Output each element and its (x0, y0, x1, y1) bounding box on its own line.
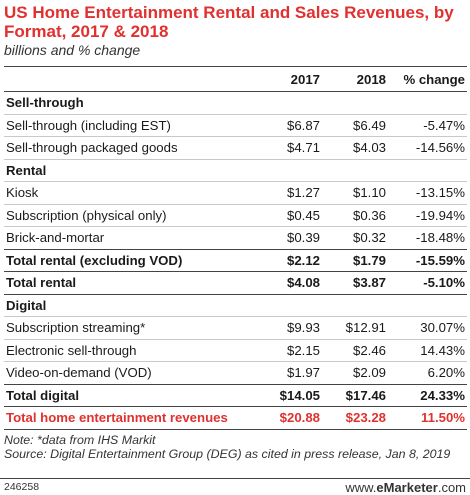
value-2017: $20.88 (279, 410, 320, 426)
table-header-row: 2017 2018 % change (4, 67, 467, 92)
value-2017: $2.12 (286, 252, 320, 268)
value-2018: $17.46 (345, 387, 386, 403)
table-row: Electronic sell-through $2.15 $2.46 14.43% (4, 340, 467, 362)
value-change: -18.48% (415, 230, 465, 246)
note-line: Note: *data from IHS Markit (4, 432, 156, 447)
table-row: Subscription (physical only) $0.45 $0.36 -1… (4, 205, 467, 227)
value-2017: $0.45 (286, 207, 320, 223)
value-change: 6.20% (427, 365, 465, 381)
value-change: -19.94% (415, 207, 465, 223)
row-label: Kiosk (6, 185, 39, 201)
row-label: Total home entertainment revenues (6, 410, 228, 426)
data-table: 2017 2018 % change Sell-through Sell-thro… (4, 66, 467, 430)
value-change: -15.59% (415, 252, 465, 268)
value-2018: $4.03 (352, 140, 386, 156)
value-2017: $2.15 (286, 342, 320, 358)
value-2018: $1.10 (352, 185, 386, 201)
row-label: Total rental (excluding VOD) (6, 252, 183, 268)
value-2018: $0.36 (352, 207, 386, 223)
row-label: Sell-through (including EST) (6, 117, 171, 133)
value-2018: $6.49 (352, 117, 386, 133)
table-total-row: Total rental $4.08 $3.87 -5.10% (4, 272, 467, 295)
value-change: -14.56% (415, 140, 465, 156)
brand-bold: eMarketer (376, 479, 438, 495)
row-label: Sell-through packaged goods (6, 140, 178, 156)
table-row: Subscription streaming* $9.93 $12.91 30.07% (4, 317, 467, 340)
row-label: Total rental (6, 275, 77, 291)
row-label: Subscription (physical only) (6, 207, 167, 223)
value-2017: $4.08 (286, 275, 320, 291)
chart-subtitle: billions and % change (4, 42, 141, 58)
section-label: Digital (6, 297, 47, 313)
grand-total-row: Total home entertainment revenues $20.88 $… (4, 407, 467, 430)
value-2017: $6.87 (286, 117, 320, 133)
header-2017: 2017 (290, 71, 320, 87)
value-2017: $4.71 (286, 140, 320, 156)
row-label: Electronic sell-through (6, 342, 137, 358)
section-label: Rental (6, 162, 47, 178)
value-2018: $0.32 (352, 230, 386, 246)
value-2017: $9.93 (286, 320, 320, 336)
chart-container: US Home Entertainment Rental and Sales R… (4, 3, 467, 461)
value-change: 30.07% (420, 320, 465, 336)
table-row: Video-on-demand (VOD) $1.97 $2.09 6.20% (4, 362, 467, 385)
value-2018: $1.79 (352, 252, 386, 268)
header-2018: 2018 (356, 71, 386, 87)
value-2017: $14.05 (279, 387, 320, 403)
row-label: Subscription streaming* (6, 320, 146, 336)
brand-logo: www.eMarketer.com (345, 480, 466, 495)
chart-title: US Home Entertainment Rental and Sales R… (4, 3, 454, 41)
value-2017: $1.27 (286, 185, 320, 201)
value-2017: $0.39 (286, 230, 320, 246)
table-total-row: Total rental (excluding VOD) $2.12 $1.79 -1… (4, 250, 467, 272)
value-change: 14.43% (420, 342, 465, 358)
section-header-row: Sell-through (4, 92, 467, 115)
section-header-row: Rental (4, 160, 467, 182)
table-total-row: Total digital $14.05 $17.46 24.33% (4, 385, 467, 407)
footer: 246258 www.eMarketer.com (0, 478, 470, 495)
value-2018: $23.28 (345, 410, 386, 426)
chart-id: 246258 (4, 481, 40, 493)
row-label: Brick-and-mortar (6, 230, 105, 246)
section-label: Sell-through (6, 95, 84, 111)
header-change: % change (403, 71, 465, 87)
row-label: Total digital (6, 387, 80, 403)
value-2018: $3.87 (352, 275, 386, 291)
row-label: Video-on-demand (VOD) (6, 365, 152, 381)
value-2017: $1.97 (286, 365, 320, 381)
table-row: Sell-through packaged goods $4.71 $4.03 -14… (4, 137, 467, 160)
brand-prefix: www. (345, 479, 377, 495)
value-change: 11.50% (421, 410, 465, 426)
table-row: Brick-and-mortar $0.39 $0.32 -18.48% (4, 227, 467, 250)
notes: Note: *data from IHS Markit Source: Digi… (4, 433, 467, 461)
brand-suffix: .com (437, 479, 466, 495)
value-2018: $2.46 (352, 342, 386, 358)
value-change: 24.33% (420, 387, 465, 403)
value-change: -5.10% (423, 275, 465, 291)
value-2018: $2.09 (352, 365, 386, 381)
value-change: -13.15% (415, 185, 465, 201)
section-header-row: Digital (4, 295, 467, 317)
source-line: Source: Digital Entertainment Group (DEG… (4, 446, 451, 461)
table-row: Kiosk $1.27 $1.10 -13.15% (4, 182, 467, 205)
value-change: -5.47% (423, 117, 465, 133)
value-2018: $12.91 (345, 320, 386, 336)
table-row: Sell-through (including EST) $6.87 $6.49 -5… (4, 115, 467, 137)
